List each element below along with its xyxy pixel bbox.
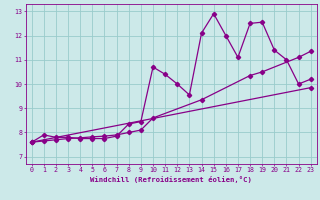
X-axis label: Windchill (Refroidissement éolien,°C): Windchill (Refroidissement éolien,°C) <box>90 176 252 183</box>
